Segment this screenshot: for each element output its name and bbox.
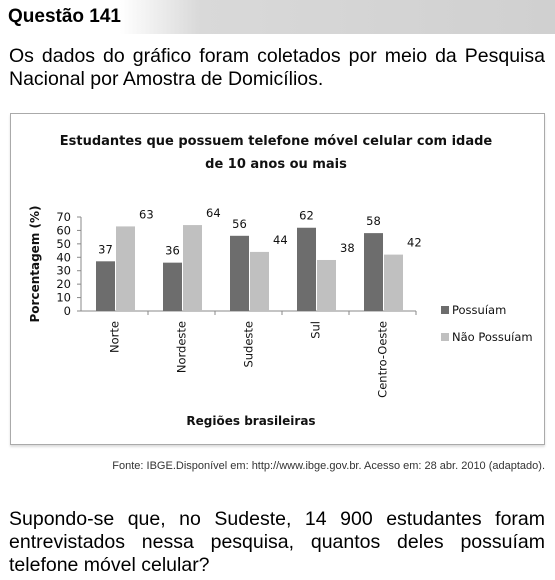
legend-swatch [441,333,449,341]
bar [317,259,336,311]
chart-title: Estudantes que possuem telefone móvel ce… [60,134,493,149]
value-label: 56 [232,217,247,231]
value-label: 37 [98,242,113,256]
chart: Estudantes que possuem telefone móvel ce… [28,134,533,428]
y-tick-label: 70 [56,210,71,224]
x-axis-title: Regiões brasileiras [186,414,315,428]
bar [230,235,249,311]
value-label: 42 [407,236,422,250]
x-tick-label: Centro-Oeste [376,321,390,398]
chart-title: de 10 anos ou mais [205,157,347,172]
x-tick-label: Nordeste [175,321,189,373]
y-tick-label: 20 [56,277,71,291]
header: Questão 141 [0,0,555,34]
bar [297,227,316,311]
bar [96,261,115,311]
legend-label: Possuíam [452,303,506,317]
bar [384,254,403,311]
value-label: 36 [165,244,180,258]
value-label: 44 [273,233,288,247]
chart-box: Estudantes que possuem telefone móvel ce… [10,113,545,445]
bar [183,225,202,311]
bar [250,251,269,311]
value-label: 63 [139,207,154,221]
y-axis-title: Porcentagem (%) [28,206,42,323]
bar [163,262,182,311]
bar [116,226,135,311]
question-number: Questão 141 [8,6,121,27]
x-tick-label: Sudeste [242,321,256,368]
y-tick-label: 30 [56,264,71,278]
legend-label: Não Possuíam [452,330,533,344]
value-label: 58 [366,214,381,228]
intro-text: Os dados do gráfico foram coletados por … [9,45,545,90]
bar [364,233,383,311]
source-text: Fonte: IBGE.Disponível em: http://www.ib… [112,460,545,472]
y-tick-label: 50 [56,237,71,251]
value-label: 62 [299,209,314,223]
y-tick-label: 40 [56,250,71,264]
question-text: Supondo-se que, no Sudeste, 14 900 estud… [9,508,545,576]
value-label: 38 [340,241,355,255]
value-label: 64 [206,206,221,220]
x-tick-label: Norte [108,321,122,353]
y-tick-label: 0 [64,304,71,318]
y-tick-label: 10 [56,291,71,305]
legend-swatch [441,306,449,314]
y-tick-label: 60 [56,223,71,237]
x-tick-label: Sul [309,321,323,339]
